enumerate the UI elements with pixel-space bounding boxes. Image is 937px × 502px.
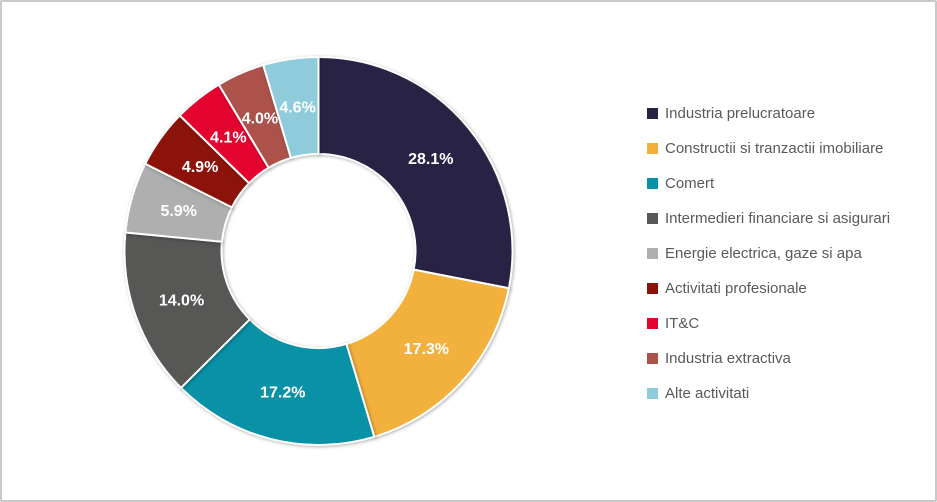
legend-swatch-icon — [647, 143, 658, 154]
slice-label-1: 17.3% — [404, 341, 449, 358]
legend-item-6: IT&C — [647, 306, 890, 341]
legend-swatch-icon — [647, 178, 658, 189]
donut-slice-2 — [179, 318, 376, 446]
legend-item-0: Industria prelucratoare — [647, 96, 890, 131]
legend-swatch-icon — [647, 108, 658, 119]
legend-swatch-icon — [647, 388, 658, 399]
legend-swatch-icon — [647, 283, 658, 294]
legend-swatch-icon — [647, 248, 658, 259]
legend-label: Constructii si tranzactii imobiliare — [665, 140, 884, 157]
legend-item-5: Activitati profesionale — [647, 271, 890, 306]
legend-item-2: Comert — [647, 166, 890, 201]
slice-label-6: 4.1% — [210, 129, 246, 146]
slice-label-7: 4.0% — [242, 110, 278, 127]
legend-item-8: Alte activitati — [647, 376, 890, 411]
legend-label: Energie electrica, gaze si apa — [665, 245, 862, 262]
slice-label-5: 4.9% — [182, 159, 218, 176]
legend-label: Intermedieri financiare si asigurari — [665, 210, 891, 227]
legend-swatch-icon — [647, 213, 658, 224]
donut-slice-1 — [345, 268, 510, 438]
legend-label: Comert — [665, 175, 715, 192]
legend-swatch-icon — [647, 353, 658, 364]
legend-item-3: Intermedieri financiare si asigurari — [647, 201, 890, 236]
legend-label: Alte activitati — [665, 385, 750, 402]
legend-item-7: Industria extractiva — [647, 341, 890, 376]
legend-item-1: Constructii si tranzactii imobiliare — [647, 131, 890, 166]
donut-slice-0 — [317, 56, 514, 290]
legend-label: Industria extractiva — [665, 350, 791, 367]
slice-label-0: 28.1% — [408, 151, 453, 168]
slice-label-2: 17.2% — [260, 385, 305, 402]
slice-label-3: 14.0% — [159, 293, 204, 310]
donut-slice-8 — [262, 56, 320, 160]
slice-label-4: 5.9% — [160, 203, 196, 220]
slice-label-8: 4.6% — [279, 100, 315, 117]
legend-label: IT&C — [665, 315, 700, 332]
legend-swatch-icon — [647, 318, 658, 329]
legend-item-4: Energie electrica, gaze si apa — [647, 236, 890, 271]
legend-label: Industria prelucratoare — [665, 105, 816, 122]
legend: Industria prelucratoare Constructii si tr… — [647, 96, 890, 411]
legend-label: Activitati profesionale — [665, 280, 807, 297]
